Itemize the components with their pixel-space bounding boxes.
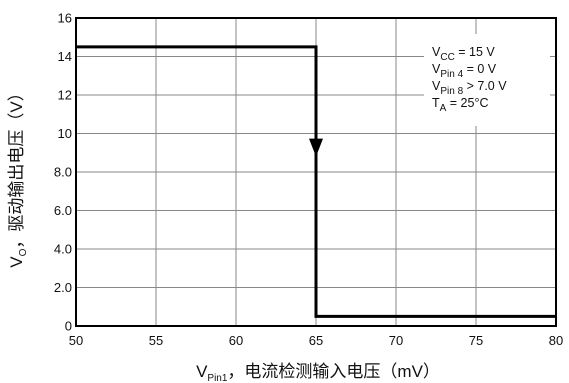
legend-entry-rest: = 15 V bbox=[455, 45, 496, 59]
x-tick-label: 65 bbox=[309, 333, 323, 348]
y-tick-label: 16 bbox=[58, 11, 72, 26]
y-tick-label: 0 bbox=[65, 319, 72, 334]
x-axis-label-main: V bbox=[196, 362, 208, 381]
y-tick-label: 12 bbox=[58, 88, 72, 103]
legend-entry-sub: CC bbox=[440, 52, 454, 63]
legend-entry-main: V bbox=[432, 79, 441, 93]
series-layer bbox=[76, 45, 556, 318]
plot-frame bbox=[75, 17, 557, 327]
y-tick-label: 10 bbox=[58, 126, 72, 141]
x-tick-label: 75 bbox=[469, 333, 483, 348]
legend-background bbox=[424, 34, 550, 126]
x-tick-label: 55 bbox=[149, 333, 163, 348]
legend-entry-rest: = 25°C bbox=[446, 96, 488, 110]
arrow-down-icon bbox=[309, 138, 323, 157]
x-tick-labels: 50 55 60 65 70 75 80 bbox=[69, 333, 563, 348]
y-tick-label: 14 bbox=[58, 49, 72, 64]
x-axis-label-rest: ，电流检测输入电压（mV） bbox=[227, 362, 440, 381]
legend-entry-sub: A bbox=[440, 103, 447, 114]
y-tick-label: 2.0 bbox=[54, 280, 72, 295]
x-tick-label: 70 bbox=[389, 333, 403, 348]
x-tick-label: 60 bbox=[229, 333, 243, 348]
series-line bbox=[76, 45, 556, 318]
legend-entry: TA = 25°C bbox=[432, 96, 489, 114]
x-tick-label: 80 bbox=[549, 333, 563, 348]
y-axis-label-sub: O bbox=[18, 248, 29, 256]
legend-entry-rest: = 0 V bbox=[463, 62, 497, 76]
legend-entry-main: V bbox=[432, 45, 441, 59]
legend-entry: VPin 8 > 7.0 V bbox=[432, 79, 507, 97]
y-axis-label-main: V bbox=[7, 256, 26, 268]
legend-box bbox=[424, 34, 550, 126]
y-axis-label-rest: ，驱动输出电压（V） bbox=[7, 84, 26, 248]
y-axis-label: VO，驱动输出电压（V） bbox=[7, 84, 29, 267]
legend-entry-main: V bbox=[432, 62, 441, 76]
x-axis-label-sub: Pin1 bbox=[207, 373, 227, 383]
legend-entry-sub: Pin 8 bbox=[440, 86, 463, 97]
legend-entry: VPin 4 = 0 V bbox=[432, 62, 497, 80]
legend-entry-sub: Pin 4 bbox=[440, 69, 463, 80]
x-axis-label: VPin1，电流检测输入电压（mV） bbox=[196, 362, 440, 383]
y-tick-label: 8.0 bbox=[54, 165, 72, 180]
y-tick-label: 4.0 bbox=[54, 242, 72, 257]
legend-entry-rest: > 7.0 V bbox=[463, 79, 507, 93]
legend-entry-main: T bbox=[432, 96, 440, 110]
y-tick-labels: 0 2.0 4.0 6.0 8.0 10 12 14 16 bbox=[54, 11, 72, 334]
y-tick-label: 6.0 bbox=[54, 203, 72, 218]
legend-entry: VCC = 15 V bbox=[432, 45, 495, 63]
x-tick-label: 50 bbox=[69, 333, 83, 348]
